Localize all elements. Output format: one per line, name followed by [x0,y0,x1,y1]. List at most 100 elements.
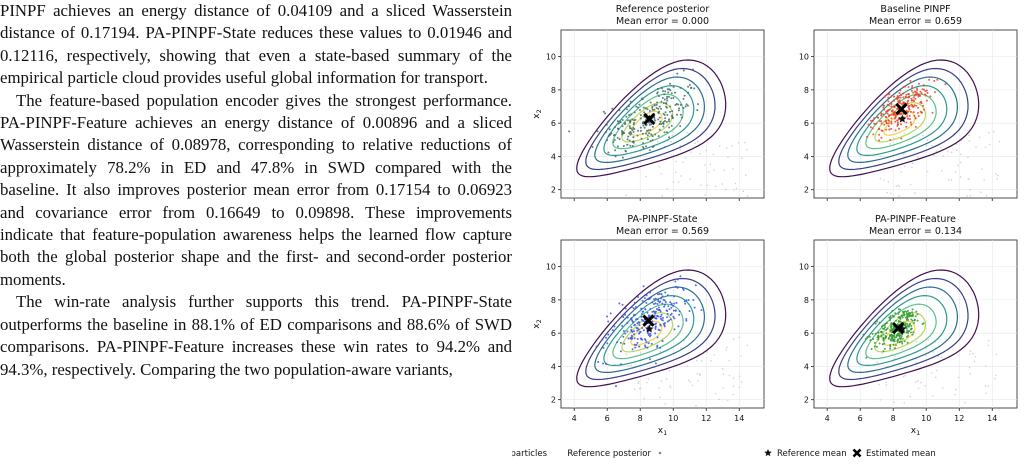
prior-particle [686,131,688,134]
contour-level [612,93,684,150]
prior-particle [924,354,927,357]
prior-particle [954,171,957,173]
posterior-particle [627,105,630,108]
posterior-particle [617,122,620,125]
posterior-particle [882,113,885,116]
posterior-particle [677,325,680,328]
posterior-particle [657,328,660,331]
prior-particle [706,351,709,353]
legend-x-marker [852,448,862,458]
axes-frame [813,239,1018,409]
prior-particle [995,173,997,175]
posterior-particle [894,336,897,339]
subplot-title: Reference posterior [616,4,710,15]
posterior-particle [908,118,911,121]
posterior-particle [880,335,883,338]
prior-particle [695,404,697,407]
posterior-particle [912,111,915,114]
posterior-particle [667,136,670,139]
posterior-particle [645,294,648,297]
posterior-particle [660,123,663,126]
prior-particle [894,357,896,360]
posterior-particle [900,335,903,338]
posterior-particle [622,330,625,333]
posterior-particle [915,104,918,107]
posterior-particle [656,302,659,305]
posterior-particle [666,97,669,100]
posterior-particle [654,133,657,136]
posterior-particle [905,93,908,96]
posterior-particle [655,322,658,325]
posterior-particle [632,307,635,310]
posterior-particle [682,289,685,292]
posterior-particle [893,117,896,120]
posterior-particle [652,145,655,148]
posterior-particle [899,89,902,92]
posterior-particle [919,90,922,93]
posterior-particle [621,133,624,136]
prior-particle [975,146,977,148]
posterior-particle [659,346,662,349]
posterior-particle [602,362,605,365]
posterior-particle [619,121,622,124]
posterior-particle [896,339,899,342]
posterior-particle [882,333,885,336]
posterior-particle [616,120,619,123]
posterior-particle [916,111,919,114]
posterior-particle [892,99,895,102]
posterior-particle [667,95,670,98]
posterior-particle [676,113,679,116]
posterior-particle [639,126,642,129]
posterior-particle [656,344,659,347]
posterior-particle [627,337,630,340]
posterior-particle [883,324,886,327]
posterior-particle [678,107,681,110]
x-tick-label: 8 [891,414,896,423]
posterior-particle [662,90,665,93]
posterior-particle [663,120,666,123]
prior-particle [995,353,998,356]
posterior-particle [906,325,909,328]
posterior-particle [911,319,914,322]
posterior-particle [633,301,636,304]
posterior-particle [613,139,616,142]
prior-particle [969,188,971,191]
posterior-particle [643,297,646,300]
posterior-particle [660,100,663,103]
y-axis-label: x2 [532,109,543,118]
posterior-particle [632,130,635,133]
prior-particle [994,374,997,377]
posterior-particle [886,327,889,330]
posterior-particle [914,116,917,119]
posterior-particle [890,331,893,334]
posterior-particle [630,326,633,329]
y-tick-label: 8 [551,296,556,305]
prior-particle [705,149,708,152]
prior-particle [710,359,712,362]
prior-particle [726,399,729,401]
posterior-particle [654,119,657,122]
posterior-particle [657,95,660,98]
posterior-particle [889,330,892,333]
posterior-particle [682,97,685,100]
prior-particle [926,139,929,141]
posterior-particle [894,120,897,123]
posterior-particle [661,87,664,90]
posterior-particle [639,129,642,132]
legend-label: Reference posterior [567,449,651,459]
posterior-particle [878,127,881,130]
posterior-particle [658,116,661,119]
posterior-particle [637,129,640,132]
subplot-subtitle: Mean error = 0.000 [616,16,709,27]
posterior-particle [886,103,889,106]
posterior-particle [909,110,912,113]
posterior-particle [640,315,643,318]
posterior-particle [922,84,925,87]
posterior-particle [674,280,677,283]
posterior-particle [635,343,638,346]
posterior-particle [663,98,666,101]
posterior-particle [911,86,914,89]
posterior-particle [624,123,627,126]
